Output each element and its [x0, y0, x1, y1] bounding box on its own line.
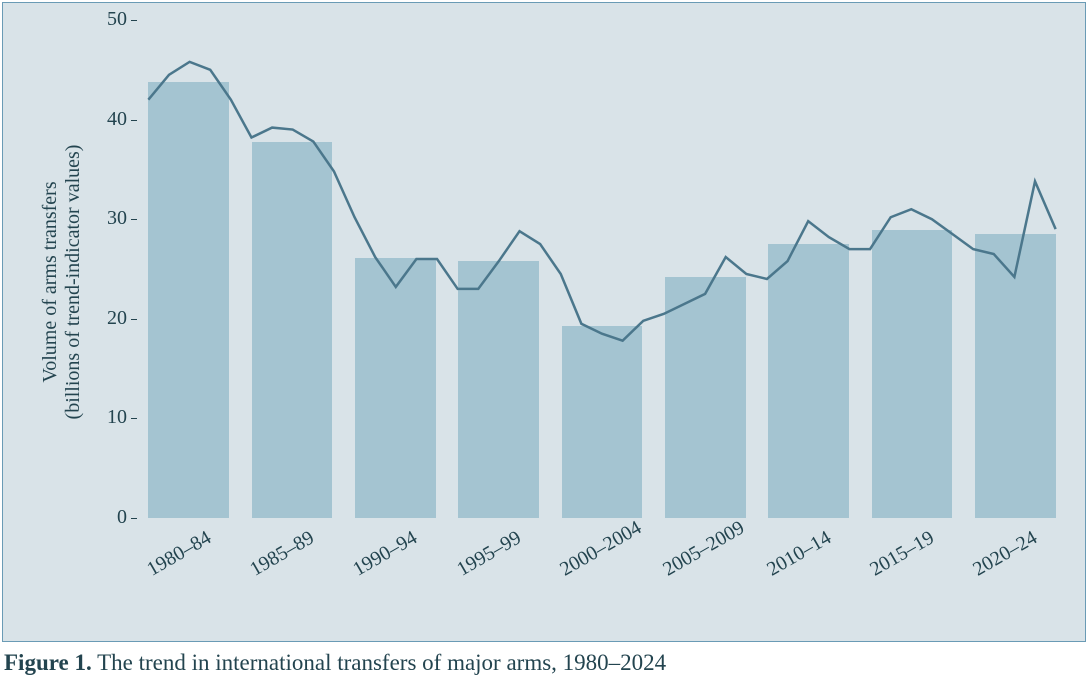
line-series	[137, 20, 1067, 518]
y-axis-label: Volume of arms transfers (billions of tr…	[39, 102, 85, 462]
y-tick-label: 20	[87, 307, 127, 330]
y-tick-label: 40	[87, 108, 127, 131]
y-tick-label: 50	[87, 8, 127, 31]
chart-container: Volume of arms transfers (billions of tr…	[2, 2, 1086, 642]
y-tick-label: 0	[87, 506, 127, 529]
y-tick-mark	[131, 219, 137, 220]
y-tick-mark	[131, 518, 137, 519]
y-axis-label-line1: Volume of arms transfers	[39, 102, 62, 462]
figure-caption: Figure 1. The trend in international tra…	[0, 644, 1088, 676]
y-tick-label: 10	[87, 406, 127, 429]
y-tick-mark	[131, 418, 137, 419]
caption-prefix: Figure 1.	[4, 650, 92, 675]
y-tick-mark	[131, 120, 137, 121]
trend-polyline	[148, 62, 1055, 341]
y-tick-mark	[131, 20, 137, 21]
plot-area	[137, 20, 1067, 518]
y-axis-label-line2: (billions of trend-indicator values)	[62, 102, 85, 462]
caption-text: The trend in international transfers of …	[97, 650, 666, 675]
y-tick-label: 30	[87, 207, 127, 230]
y-tick-mark	[131, 319, 137, 320]
